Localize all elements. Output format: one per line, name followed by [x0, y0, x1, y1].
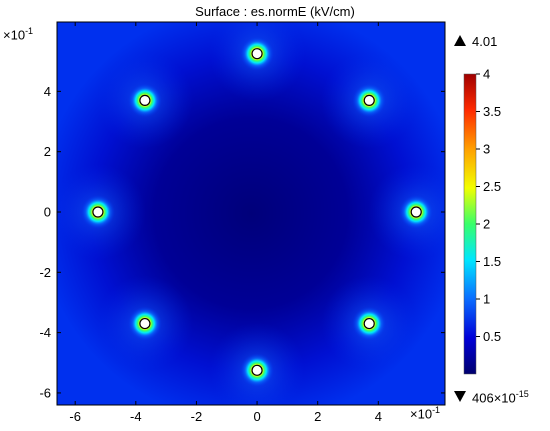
y-tick-label: -4: [39, 325, 51, 340]
colorbar-tick-label: 1.5: [483, 254, 501, 269]
y-tick-label: -2: [39, 265, 51, 280]
colorbar-min-value: 406×10: [472, 390, 516, 406]
conductor-point: [139, 94, 151, 107]
y-multiplier: ×10-1: [3, 26, 33, 42]
colorbar-tick-label: 3.5: [483, 104, 501, 119]
conductor-point: [410, 206, 422, 218]
x-tick-label: -6: [69, 409, 81, 424]
x-tick-label: -2: [191, 409, 203, 424]
colorbar-min-exponent: -15: [515, 389, 529, 399]
conductor-point: [251, 48, 263, 60]
y-tick-label: 0: [44, 204, 51, 219]
y-multiplier-exponent: -1: [25, 26, 34, 36]
y-multiplier-base: ×10: [3, 27, 26, 43]
conductor-point: [251, 364, 263, 376]
colorbar-min-label: 406×10-15: [472, 389, 529, 405]
x-axis: -6 -4 -2 0 2 4: [69, 22, 382, 424]
x-multiplier: ×10-1: [410, 405, 440, 421]
y-tick-label: -6: [39, 385, 51, 400]
x-tick-label: 2: [314, 409, 321, 424]
x-tick-label: 4: [375, 409, 382, 424]
conductor-point: [363, 317, 375, 330]
conductor-point: [363, 94, 375, 107]
y-tick-label: 4: [44, 84, 51, 99]
colorbar: 4 3.5 3 2.5 2 1.5 1 0.5: [454, 35, 501, 402]
x-multiplier-exponent: -1: [432, 405, 441, 415]
min-marker-icon: [454, 391, 466, 402]
colorbar-tick-label: 0.5: [483, 329, 501, 344]
colorbar-tick-label: 2.5: [483, 179, 501, 194]
colorbar-gradient: [463, 73, 477, 375]
x-tick-label: -4: [130, 409, 142, 424]
conductor-point: [92, 206, 104, 218]
colorbar-tick-label: 1: [483, 292, 490, 307]
y-tick-label: 2: [44, 144, 51, 159]
colorbar-tick-label: 3: [483, 142, 490, 157]
max-marker-icon: [454, 35, 466, 46]
x-tick-label: 0: [253, 409, 260, 424]
colorbar-max-label: 4.01: [472, 34, 498, 49]
plot-frame: [56, 21, 446, 406]
plot-area: [56, 21, 446, 406]
conductor-point: [139, 317, 151, 330]
chart-title: Surface : es.normE (kV/cm): [195, 4, 355, 19]
colorbar-tick-label: 2: [483, 217, 490, 232]
y-axis: -6 -4 -2 0 2 4: [39, 84, 445, 400]
colorbar-tick-label: 4: [483, 67, 490, 82]
x-multiplier-base: ×10: [410, 406, 433, 422]
